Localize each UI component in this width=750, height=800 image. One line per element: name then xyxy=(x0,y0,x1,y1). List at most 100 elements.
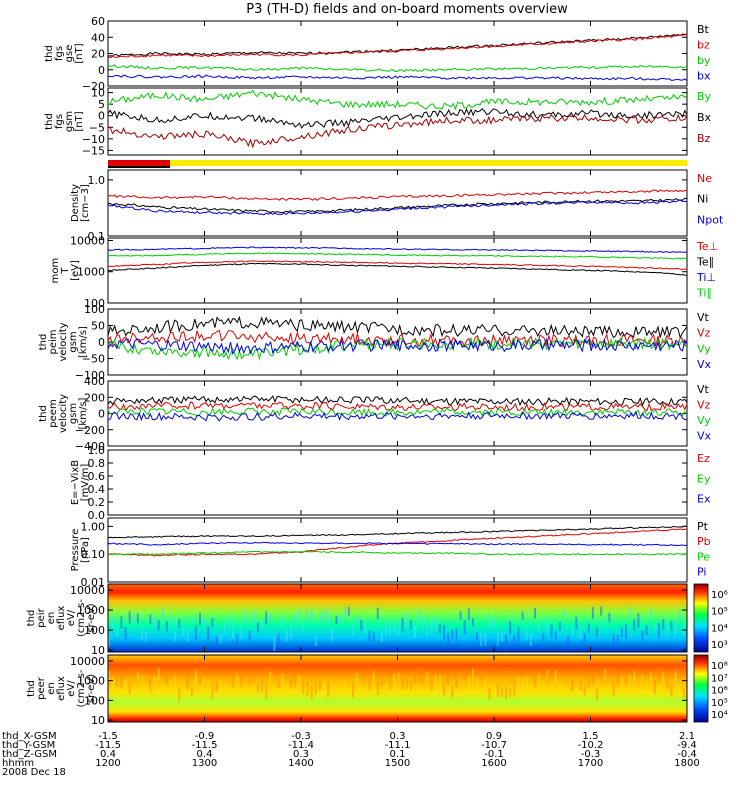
spectrogram-texture xyxy=(265,685,268,700)
spectrogram-texture xyxy=(182,624,185,637)
legend-entry: By xyxy=(697,90,712,103)
y-tick-label: 0.4 xyxy=(88,483,106,496)
footer-value-x_gsm: 0.9 xyxy=(486,731,502,742)
series-line xyxy=(107,260,688,270)
spectrogram-texture xyxy=(203,618,206,629)
spectrogram-texture xyxy=(658,623,661,638)
y-tick-label: 100 xyxy=(84,303,105,316)
spectrogram-texture xyxy=(323,609,326,619)
panel-frame xyxy=(107,87,688,156)
legend-entry: Vt xyxy=(697,383,710,396)
spectrogram-texture xyxy=(558,682,561,692)
spectrogram-texture xyxy=(252,610,255,626)
y-tick-label: −5 xyxy=(89,121,105,134)
legend-entry: Vt xyxy=(697,311,710,324)
state-bar xyxy=(108,160,687,166)
spectrogram-texture xyxy=(265,611,268,625)
panel-1: 60 40 20 0 −20 thd fgs gse [nT] Bt bz by bx xyxy=(44,15,711,93)
y-axis-label: peer xyxy=(36,676,47,700)
spectrogram-texture xyxy=(157,619,160,632)
spectrogram-texture xyxy=(649,672,652,685)
spectrogram-texture xyxy=(306,609,309,621)
spectrogram-texture xyxy=(480,671,483,681)
legend-entry: bx xyxy=(697,69,711,82)
footer-value-y_gsm: -10.2 xyxy=(578,740,604,751)
y-axis-label: [km/s] xyxy=(78,326,89,358)
series-line xyxy=(107,401,688,412)
spectrogram-texture xyxy=(418,609,421,622)
spectrogram-texture xyxy=(190,615,193,626)
footer-row-label: thd_Z-GSM xyxy=(2,749,57,760)
spectrogram-texture xyxy=(153,616,156,627)
spectrogram-texture xyxy=(174,629,177,642)
spectrogram-texture xyxy=(215,636,218,649)
y-tick-label: −20 xyxy=(82,80,105,93)
spectrogram-texture xyxy=(451,629,454,640)
spectrogram-texture xyxy=(604,617,607,628)
spectrogram-texture xyxy=(343,678,346,687)
footer-value-y_gsm: -9.4 xyxy=(677,740,697,751)
y-tick-label: −400 xyxy=(75,440,105,453)
y-tick-label: 0 xyxy=(98,64,105,77)
spectrogram-texture xyxy=(352,625,355,635)
colorbar-tick-label: 10⁵ xyxy=(711,607,728,618)
spectrogram-texture xyxy=(587,623,590,633)
spectrogram-texture xyxy=(120,615,123,629)
series-line xyxy=(107,336,688,361)
series-line xyxy=(107,541,688,547)
legend-entry: Vz xyxy=(697,327,711,340)
spectrogram-texture xyxy=(108,670,110,681)
spectrogram-texture xyxy=(546,619,549,633)
spectrogram-texture xyxy=(678,682,681,698)
y-axis-label: thd xyxy=(26,610,37,627)
spectrogram-texture xyxy=(343,607,346,619)
footer-value-z_gsm: 0.1 xyxy=(390,749,406,760)
footer-value-x_gsm: 2.1 xyxy=(679,731,695,742)
spectrogram-texture xyxy=(310,609,313,620)
spectrogram-texture xyxy=(294,675,297,687)
spectrogram-texture xyxy=(538,674,541,688)
spectrogram-texture xyxy=(496,631,499,646)
spectrogram-texture xyxy=(517,675,520,690)
spectrogram-texture xyxy=(203,677,206,687)
spectrogram-texture xyxy=(232,625,235,639)
spectrogram-texture xyxy=(339,687,342,698)
footer-value-hhmm: 1600 xyxy=(481,758,506,769)
y-axis-label: en xyxy=(46,612,57,625)
spectrogram-texture xyxy=(327,682,330,698)
footer-value-y_gsm: -11.5 xyxy=(95,740,121,751)
spectrogram-texture xyxy=(637,687,640,702)
spectrogram-texture xyxy=(136,671,139,682)
colorbar-tick-label: 10⁷ xyxy=(711,673,728,684)
footer-row-label: hhmm xyxy=(2,758,34,769)
spectrogram-texture xyxy=(459,687,462,702)
legend-entry: Te⊥ xyxy=(696,240,718,253)
spectrogram-texture xyxy=(579,680,582,690)
spectrogram-texture xyxy=(426,672,429,682)
spectrogram-texture xyxy=(356,673,359,684)
spectrogram-texture xyxy=(141,625,144,640)
spectrogram-texture xyxy=(608,612,611,623)
panel-frame xyxy=(107,380,688,447)
spectrogram-texture xyxy=(409,620,412,630)
footer-value-y_gsm: -11.1 xyxy=(385,740,411,751)
y-tick-label: 10 xyxy=(91,714,105,727)
spectrogram-texture xyxy=(194,625,197,641)
spectrogram-texture xyxy=(521,611,524,620)
spectrogram-texture xyxy=(513,682,516,697)
spectrogram-texture xyxy=(624,624,627,639)
y-axis-label: [mV/m] xyxy=(80,464,91,502)
y-axis-label: gse xyxy=(64,45,75,63)
y-tick-label: 10000 xyxy=(70,655,105,668)
spectrogram-texture xyxy=(120,673,123,688)
spectrogram-texture xyxy=(670,620,673,631)
spectrogram-texture xyxy=(161,607,164,620)
legend-entry: Vx xyxy=(697,429,712,442)
y-axis-label: T xyxy=(60,267,71,275)
spectrogram-texture xyxy=(248,676,251,685)
y-axis-label: [nT] xyxy=(74,43,85,63)
spectrogram-texture xyxy=(471,618,474,627)
y-tick-label: 400 xyxy=(84,375,105,388)
legend-entry: Pi xyxy=(697,566,706,579)
